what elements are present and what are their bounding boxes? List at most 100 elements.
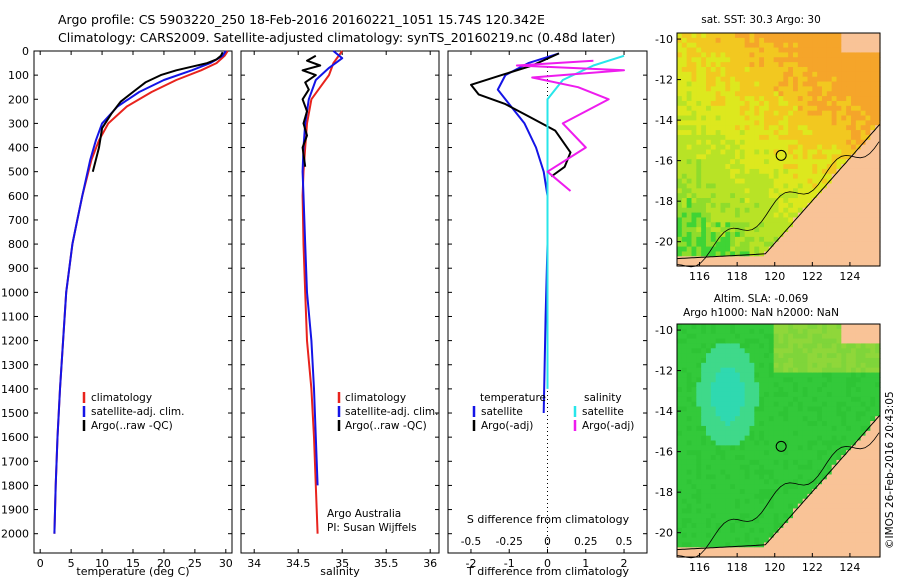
map-cell <box>773 357 780 364</box>
map-cell <box>807 236 813 243</box>
legend-label-satellite: satellite-adj. clim. <box>345 406 438 418</box>
map-cell <box>851 159 857 165</box>
map-cell <box>677 348 683 354</box>
map-cell <box>822 362 828 369</box>
series-salinity-argo-adj- <box>515 59 625 192</box>
map-cell <box>720 527 726 534</box>
map-cell <box>691 207 697 214</box>
map-cell <box>715 149 722 155</box>
map-cell <box>846 149 852 155</box>
map-cell <box>860 125 867 131</box>
map-cell <box>831 357 838 364</box>
map-cell <box>744 401 751 408</box>
map-cell <box>710 508 717 514</box>
map-cell <box>807 469 813 476</box>
map-cell <box>797 338 804 345</box>
map-cell <box>797 430 804 437</box>
map-cell <box>691 489 697 495</box>
map-cell <box>875 173 881 180</box>
map-cell <box>778 81 784 87</box>
map-cell <box>797 227 804 233</box>
map-cell <box>851 202 857 209</box>
map-cell <box>865 411 871 417</box>
map-cell <box>706 217 712 223</box>
map-cell <box>773 246 780 253</box>
map-cell <box>773 425 780 432</box>
map-cell <box>696 484 702 490</box>
map-cell <box>681 202 688 209</box>
map-cell <box>822 52 828 58</box>
map-cell <box>735 367 741 374</box>
map-cell <box>851 115 857 121</box>
map-cell <box>836 416 842 422</box>
y-tick-label: 200 <box>8 93 29 106</box>
map-cell <box>764 469 770 476</box>
map-cell <box>730 164 736 170</box>
map-cell <box>764 71 770 78</box>
map-cell <box>696 120 702 126</box>
map-cell <box>783 212 789 219</box>
map-cell <box>822 547 828 553</box>
map-cell <box>865 66 871 73</box>
map-cell <box>715 86 722 92</box>
map-cell <box>681 387 688 393</box>
map-cell <box>759 256 765 262</box>
map-cell <box>710 348 717 354</box>
map-cell <box>710 241 717 248</box>
map-cell <box>686 134 693 141</box>
map-cell <box>710 459 717 466</box>
map-cell <box>710 328 717 335</box>
map-cell <box>865 450 871 456</box>
map-cell <box>802 411 809 417</box>
map-cell <box>764 241 770 248</box>
map-cell <box>710 532 717 539</box>
map-cell <box>836 96 842 102</box>
map-cell <box>836 86 842 92</box>
map-cell <box>836 532 842 539</box>
map-cell <box>735 188 741 194</box>
map-cell <box>725 241 731 248</box>
map-cell <box>846 115 852 121</box>
map-cell <box>783 489 789 495</box>
map-cell <box>875 105 881 112</box>
map-cell <box>696 227 702 233</box>
map-cell <box>735 168 741 175</box>
map-cell <box>855 387 862 393</box>
map-cell <box>739 33 746 39</box>
map-cell <box>744 416 751 422</box>
map-cell <box>788 445 794 451</box>
map-cell <box>677 81 683 87</box>
map-cell <box>822 164 828 170</box>
map-cell <box>822 134 828 141</box>
map-cell <box>831 251 838 257</box>
map-cell <box>836 154 842 160</box>
map-cell <box>812 435 818 442</box>
map-cell <box>870 76 876 83</box>
map-cell <box>735 236 741 243</box>
map-cell <box>720 406 726 412</box>
map-cell <box>851 450 857 456</box>
map-cell <box>720 183 726 189</box>
map-cell <box>783 66 789 73</box>
map-cell <box>691 168 697 175</box>
y-tick-label: 1500 <box>1 407 29 420</box>
map-cell <box>681 96 688 102</box>
map-cell <box>802 139 809 146</box>
map-cell <box>836 489 842 495</box>
map-cell <box>677 202 683 209</box>
map-cell <box>851 125 857 131</box>
map-cell <box>831 547 838 553</box>
map-cell <box>865 251 871 257</box>
map-cell <box>715 110 722 117</box>
map-cell <box>826 523 833 529</box>
map-cell <box>739 154 746 160</box>
map-cell <box>831 139 838 146</box>
legend-label-sal-argo: Argo(-adj) <box>582 420 634 432</box>
map-cell <box>807 47 813 54</box>
map-cell <box>836 362 842 369</box>
map-cell <box>754 425 760 432</box>
map-cell <box>778 154 784 160</box>
map-cell <box>696 537 702 544</box>
map-cell <box>865 464 871 471</box>
map-cell <box>739 333 746 340</box>
